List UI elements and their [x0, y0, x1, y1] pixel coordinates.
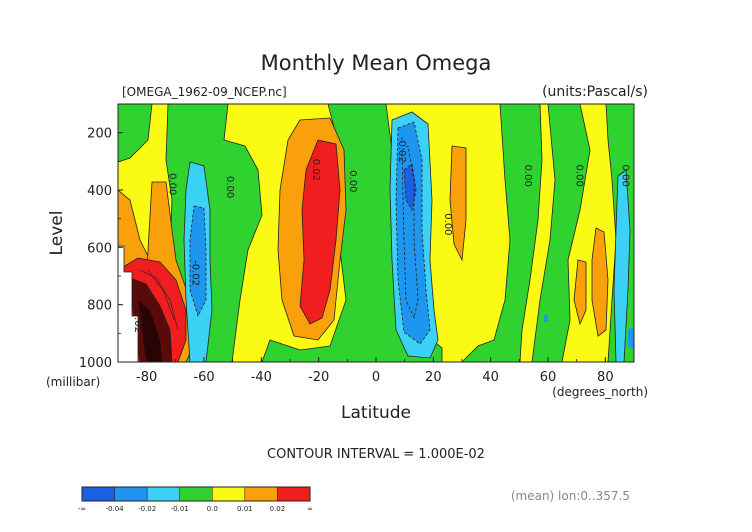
legend-label: -0.04	[106, 505, 125, 513]
fill-red-sh-main	[299, 139, 341, 325]
contour-label: 0.00	[347, 170, 358, 192]
legend-swatch	[277, 486, 311, 502]
file-label: [OMEGA_1962-09_NCEP.nc]	[122, 85, 287, 99]
color-legend: -∞ -0.04 -0.02 -0.01 0.0 0.01 0.02 ∞	[78, 486, 313, 513]
x-tick-label: 20	[425, 370, 442, 385]
y-axis-units: (millibar)	[46, 375, 100, 389]
contour-label: -0.02	[396, 137, 407, 163]
legend-label: -0.01	[171, 505, 189, 513]
x-tick-label: 80	[597, 370, 614, 385]
legend-label: 0.02	[270, 505, 286, 513]
fill-lightblue-sh	[189, 205, 207, 318]
units-label: (units:Pascal/s)	[542, 84, 648, 100]
x-tick-label: -60	[193, 370, 214, 385]
legend-label: 0.0	[207, 505, 218, 513]
fill-lightblue-spot	[544, 314, 548, 322]
y-tick-label: 800	[87, 299, 112, 314]
contour-label: 0.00	[574, 165, 585, 187]
contour-labels: 0.00 0.00 0.02 0.00 -0.02 0.00 0.00 0.00 0.00 -0.…	[132, 137, 630, 333]
fill-darkred-inner	[138, 300, 162, 362]
x-axis-units: (degrees_north)	[552, 385, 648, 399]
x-tick-label: -40	[251, 370, 272, 385]
contour-label: 0.02	[310, 159, 321, 181]
contour-label: 0.00	[224, 176, 235, 198]
legend-label: 0.01	[237, 505, 253, 513]
contour-line-red	[139, 269, 179, 331]
legend-label: -0.02	[138, 505, 156, 513]
legend-label: ∞	[307, 505, 313, 513]
legend-swatch	[81, 486, 115, 502]
fill-green-left	[118, 104, 153, 163]
fill-cyan-right	[613, 169, 631, 362]
x-tick-label: -20	[308, 370, 329, 385]
y-axis-label: Level	[47, 211, 67, 256]
legend-frame	[81, 486, 311, 502]
legend-swatch	[212, 486, 246, 502]
y-tick-label: 1000	[79, 356, 112, 371]
y-tick-label: 200	[87, 127, 112, 142]
fill-orange-nh	[449, 145, 467, 262]
contour-interval: CONTOUR INTERVAL = 1.000E-02	[267, 447, 485, 462]
legend-swatch	[244, 486, 278, 502]
y-tick-label: 400	[87, 184, 112, 199]
x-axis: -80 -60 -40 -20 0 20 40 60 80	[117, 357, 635, 385]
contour-label: 0.00	[620, 165, 631, 187]
contour-fills	[118, 104, 634, 362]
contour-label: -0.02	[190, 260, 201, 286]
missing-data-area	[118, 245, 139, 362]
plot-area: 0.00 0.00 0.02 0.00 -0.02 0.00 0.00 0.00 0.00 -0.…	[117, 103, 635, 363]
contour-label: 0.02	[132, 311, 143, 333]
x-tick-label: -80	[136, 370, 157, 385]
fill-orange-nh-right	[591, 227, 609, 337]
footnote: (mean) lon:0..357.5	[511, 489, 630, 503]
fill-green-nh2	[531, 104, 591, 362]
legend-swatch	[114, 486, 148, 502]
chart-title: Monthly Mean Omega	[261, 51, 492, 75]
contour-label: 0.00	[522, 165, 533, 187]
contour-label: 0.00	[167, 173, 178, 195]
y-tick-label: 600	[87, 241, 112, 256]
fill-lightblue-right	[628, 326, 634, 350]
contour-label: 0.00	[442, 213, 453, 235]
x-tick-label: 60	[540, 370, 557, 385]
x-tick-label: 0	[372, 370, 380, 385]
fill-green-nh1	[461, 104, 543, 362]
x-axis-label: Latitude	[341, 403, 411, 423]
legend-swatch	[146, 486, 180, 502]
fill-orange-nh-mid	[573, 259, 587, 326]
y-axis: 200 400 600 800 1000	[79, 103, 123, 371]
x-tick-label: 40	[482, 370, 499, 385]
contour-dashed-nh	[401, 145, 419, 320]
legend-label: -∞	[78, 505, 86, 513]
legend-swatch	[179, 486, 213, 502]
